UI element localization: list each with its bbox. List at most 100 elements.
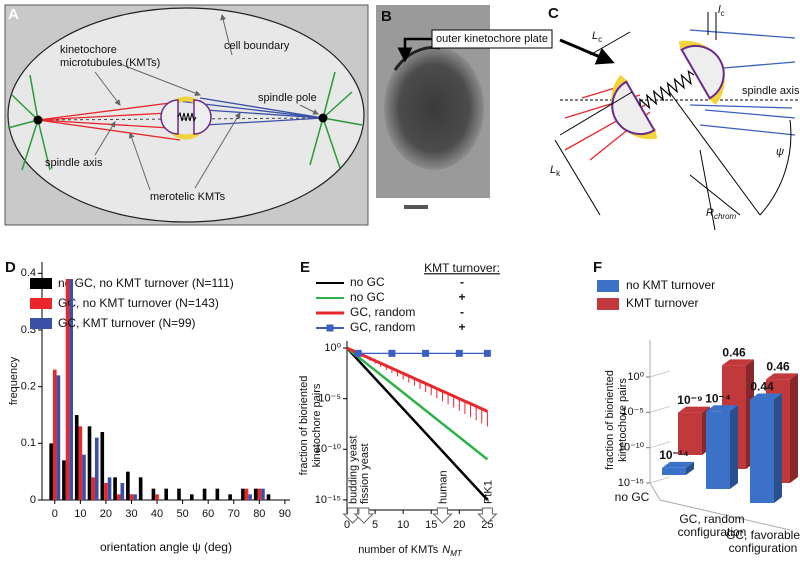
series-line [346,346,489,413]
symbol: L [592,30,598,42]
y-tick-label: 0.1 [21,437,36,449]
legend-label: no KMT turnover [626,278,715,292]
bar [706,411,730,489]
marker [422,349,430,357]
kinetochore-pair [160,96,212,140]
legend-swatch [30,278,52,289]
legend-label: KMT turnover [626,296,698,310]
bar [113,477,117,500]
bar-side [686,461,694,475]
category-label: no GC [615,490,650,504]
subscript: c [598,35,602,44]
marker [388,349,396,357]
bar [750,399,774,503]
legend-turnover: - [460,305,464,319]
panel-label: D [5,259,16,276]
y-tick-label: 10⁰ [627,371,644,383]
kinetochore-image [384,46,484,170]
y-tick-label: 10⁻¹⁵ [315,494,341,506]
bar [266,494,271,500]
bar [133,494,137,500]
label: ψ [776,146,784,158]
annotation-arrow [477,507,498,524]
bar-side [790,373,798,483]
label: Lc [592,30,602,44]
bar [100,432,105,500]
subscript: chrom [714,212,737,221]
symbol: N [442,544,450,556]
bar [257,488,262,500]
bar-side [774,393,782,503]
bar [678,412,702,455]
panel-label: A [8,6,19,23]
x-tick-label: 30 [125,508,137,520]
label: merotelic KMTs [150,191,226,203]
bar [261,488,265,500]
annotation: PtK1 [482,480,494,504]
annotation-arrow [342,507,363,524]
y-axis-label: frequency [8,356,20,405]
series-line [346,347,489,461]
y-tick-label: 10⁰ [324,342,341,354]
label: spindle axis [45,157,103,169]
legend-turnover: + [458,320,465,334]
arrow [559,38,615,65]
bar [228,494,232,500]
label: kinetochore [60,44,117,56]
annotation-arrow [432,507,453,524]
y-tick-label: 10⁻¹⁵ [618,477,644,489]
x-tick-label: 70 [228,508,240,520]
panel-label: B [381,8,392,25]
category-label: configuration [729,541,798,555]
annotation: human [437,470,449,504]
label: spindle pole [258,92,317,104]
annotation-arrow [353,507,375,524]
bar [65,279,70,500]
panel-c: C spindle axis Lc lc Lk Rchrom ψ [548,4,800,231]
marker [455,349,463,357]
bar [107,477,112,500]
annotation: budding yeast [348,436,360,505]
spindle-pole [318,113,328,123]
bar [91,477,95,500]
legend-label: GC, no KMT turnover (N=143) [58,296,219,310]
legend-label: GC, random [350,305,415,319]
subscript: c [720,9,724,18]
bar [78,426,83,500]
y-tick-label: 0.4 [21,267,36,279]
bar-top [766,373,798,380]
legend-swatch [597,280,619,292]
bar [126,471,130,500]
panel-a: kinetochore microtubules (KMTs) cell bou… [4,4,369,226]
symbol: L [550,164,556,176]
label: cell boundary [224,40,290,52]
value-label: 10⁻¹⁴ [659,448,689,462]
grid-line [649,405,671,413]
bar [151,488,156,500]
y-tick-label: 0.2 [21,381,36,393]
bar [56,375,61,500]
value-label: 0.46 [722,346,746,360]
bar [49,443,53,500]
label: lc [718,4,724,18]
bar [69,279,73,500]
floor [649,340,791,531]
spindle-pole [33,115,43,125]
cell-boundary [7,7,365,223]
y-tick-label: 10⁻¹⁰ [618,442,645,454]
bar [215,488,220,500]
x-tick-label: 40 [151,508,163,520]
bar [87,426,92,500]
y-tick-label: 0 [30,494,36,506]
grid-line [649,441,671,449]
x-axis-label: orientation angle ψ (deg) [100,540,232,554]
label: spindle axis [742,85,800,97]
panel-label: E [300,259,310,276]
bar-top [750,393,782,400]
x-axis-label-text: number of KMTs [358,544,439,556]
bar [116,494,121,500]
y-axis-label: kinetochore pairs [617,378,629,462]
x-tick-label: 0 [52,508,58,520]
panel-b: B outer kinetochore plate [376,5,553,209]
